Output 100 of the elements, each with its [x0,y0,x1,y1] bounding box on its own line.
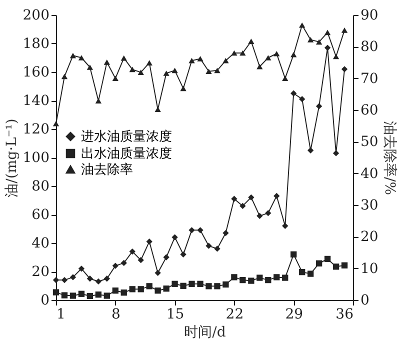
point [256,64,263,70]
point [180,282,186,289]
y2-tick-label: 20 [360,229,378,246]
y-tick-label: 20 [32,264,50,280]
point [332,54,340,60]
y-tick-label: 140 [22,93,50,109]
point [70,292,76,299]
point [240,202,246,210]
point [52,289,60,296]
point [240,50,246,56]
point [265,55,272,60]
point [248,38,254,44]
point [222,58,229,64]
point [120,290,127,296]
y2-tick-label: 80 [360,39,378,56]
legend-label: 进水油质量浓度 [81,128,172,144]
point [197,280,204,287]
point [95,98,102,104]
point [299,268,306,276]
legend-label: 油去除率 [81,162,133,178]
point [86,292,94,300]
point [172,68,178,74]
point [61,276,68,284]
point [341,28,348,33]
point [206,68,212,74]
point [274,274,280,280]
point [163,70,170,76]
point [290,52,297,58]
point [265,276,272,284]
point [138,70,144,75]
point [197,56,204,62]
y-tick-label: 80 [32,178,50,194]
point [95,278,102,285]
y2-tick-label: 90 [360,8,378,24]
y2-tick-label: 10 [360,260,378,277]
point [307,147,314,154]
point [240,276,246,284]
point [282,274,288,281]
x-tick-label: 36 [336,306,354,322]
point [214,283,220,290]
point [78,266,85,272]
y-tick-label: 40 [32,236,50,252]
point [222,230,229,236]
point [282,222,288,229]
point [214,68,220,74]
y-tick-label: 180 [22,36,50,52]
point [86,276,94,282]
point [307,37,314,42]
point [316,260,322,266]
point [70,52,76,58]
point [112,76,118,81]
point [61,74,68,80]
y-tick-label: 120 [22,122,50,138]
x-tick-label: 8 [111,306,120,322]
point [341,66,348,72]
point [188,280,195,287]
point [61,292,68,298]
x-tick-label: 15 [166,306,184,322]
point [324,30,331,36]
point [154,288,161,294]
point [206,283,212,290]
point [95,292,102,298]
point [231,50,238,56]
point [163,254,170,260]
point [248,278,254,284]
point [104,276,110,282]
point [222,281,229,288]
legend-label: 出水油质量浓度 [81,146,172,162]
point [180,86,186,92]
x-tick-label: 22 [226,306,244,322]
y2-tick-label: 70 [360,70,378,87]
point [52,276,60,284]
y-tick-label: 160 [22,64,50,80]
point [231,196,238,202]
point [265,210,272,216]
y-tick-label: 60 [32,207,50,223]
point [146,60,152,66]
point [120,260,127,266]
point [324,256,331,262]
point [78,55,85,60]
point [206,242,212,249]
point [129,286,136,292]
point [248,194,254,200]
x-axis-title: 时间/d [184,324,226,340]
point [282,76,288,81]
y2-tick-label: 50 [360,134,378,150]
point [154,270,161,276]
point [112,262,118,269]
point [316,39,322,45]
point [307,270,314,277]
point [129,66,136,72]
point [332,150,340,156]
point [70,274,76,280]
point [120,55,127,61]
point [188,227,195,234]
point [112,288,118,294]
point [197,227,204,234]
point [180,251,186,258]
point [324,44,331,51]
point [52,120,60,126]
